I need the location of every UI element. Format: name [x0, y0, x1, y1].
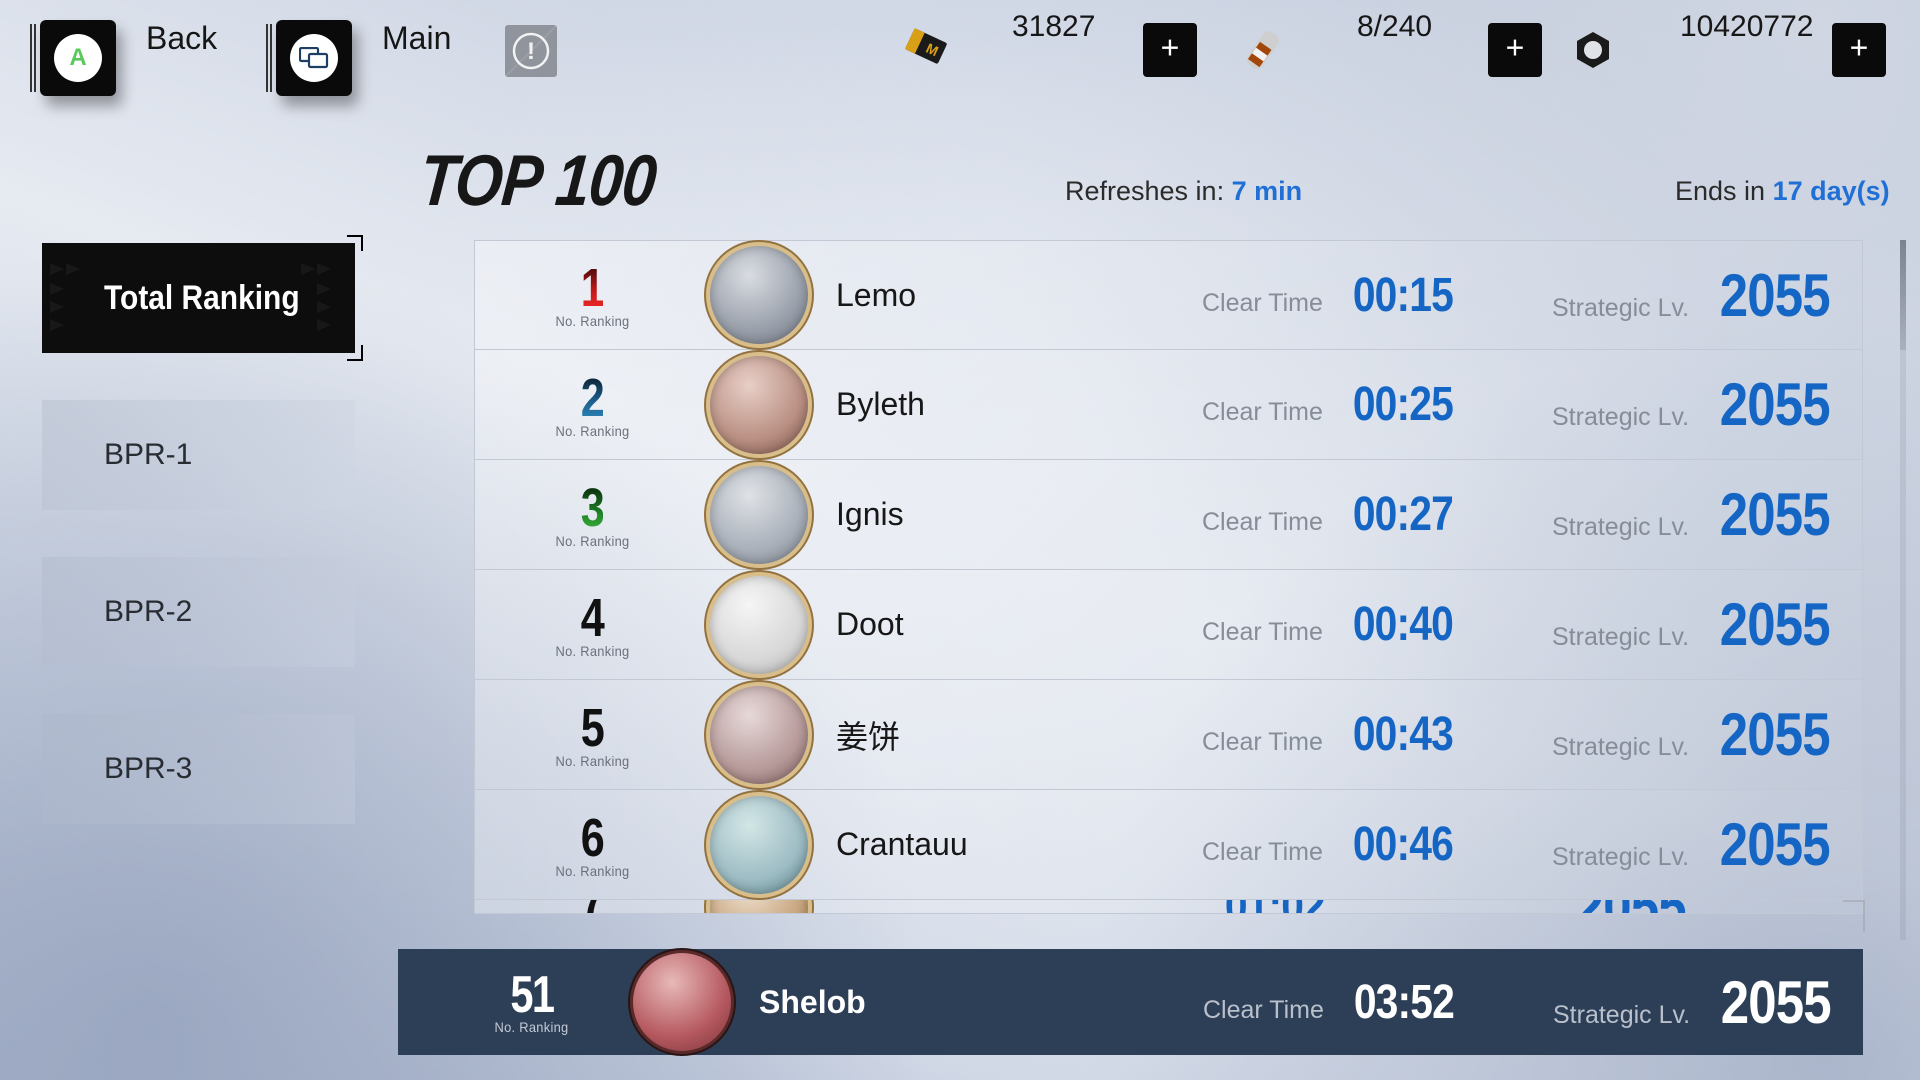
svg-text:A: A — [69, 44, 86, 71]
svg-text:!: ! — [527, 38, 535, 65]
